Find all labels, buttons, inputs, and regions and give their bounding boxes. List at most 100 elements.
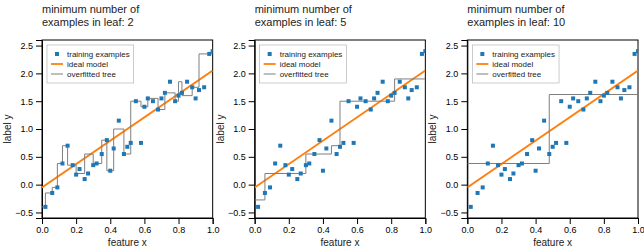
legend-label: training examples [492, 50, 555, 59]
point [542, 119, 546, 123]
point [568, 105, 572, 109]
point [496, 163, 500, 167]
tick-mark [604, 218, 605, 224]
tick-label: 0.8 [598, 225, 611, 235]
point [393, 91, 397, 95]
tick-mark [461, 46, 467, 47]
point [610, 80, 614, 84]
point [283, 163, 287, 167]
tick: 2.0 [446, 69, 468, 79]
tick: 2.5 [20, 41, 42, 51]
point [423, 49, 425, 53]
point [83, 177, 87, 181]
tick-mark [36, 212, 42, 213]
legend-item: training examples [268, 50, 343, 59]
plot: 0.00.20.40.60.81.0−0.50.00.51.01.52.02.5… [427, 40, 644, 248]
point [520, 161, 524, 165]
y-axis: −0.50.00.51.01.52.02.5 [228, 41, 255, 219]
axis-domain [468, 219, 639, 225]
point [476, 191, 480, 195]
legend: training examplesideal modeloverfitted t… [472, 45, 559, 83]
tick: 0.0 [36, 218, 49, 235]
point [71, 163, 75, 167]
point [551, 145, 555, 149]
point [163, 91, 167, 95]
series [255, 79, 426, 200]
tick: 0.4 [317, 218, 330, 235]
tick-mark [36, 101, 42, 102]
tick: 1.5 [446, 97, 468, 107]
tick-label: 1.5 [233, 97, 246, 107]
tick: 0.0 [462, 218, 475, 235]
tick: 1.0 [446, 124, 468, 134]
tick-label: 0.6 [139, 225, 152, 235]
tick: 0.4 [105, 218, 118, 235]
tick: −0.5 [441, 208, 468, 218]
point [207, 52, 211, 56]
tree-segment [140, 101, 141, 107]
line [255, 71, 426, 188]
plot: 0.00.20.40.60.81.0−0.50.00.51.01.52.02.5… [215, 40, 432, 248]
tick-mark [36, 73, 42, 74]
legend-swatch [480, 52, 484, 56]
legend-label: overfitted tree [280, 70, 329, 79]
tick-label: 0.0 [446, 180, 459, 190]
point [256, 205, 260, 209]
tree-segment [199, 54, 200, 87]
point [86, 172, 90, 176]
tick: 0.5 [233, 152, 255, 162]
legend-label: ideal model [280, 60, 321, 69]
point [602, 94, 606, 98]
point [173, 99, 177, 103]
tick-label: 0.4 [317, 225, 330, 235]
point [571, 96, 575, 100]
tick: 1.5 [233, 97, 255, 107]
point [499, 173, 503, 177]
legend-frame [47, 45, 134, 83]
point [415, 85, 419, 89]
legend-label: ideal model [67, 60, 108, 69]
plot-frame [255, 40, 426, 218]
tick-mark [638, 218, 639, 224]
point [312, 152, 316, 156]
tree-segment [84, 154, 85, 173]
point [338, 145, 342, 149]
point [636, 49, 638, 53]
tick-mark [289, 218, 290, 224]
tick: 0.6 [564, 218, 577, 235]
tree-segment [179, 81, 182, 82]
point [146, 96, 150, 100]
series [42, 71, 213, 188]
x-axis-title: feature x [321, 237, 360, 248]
point [134, 99, 138, 103]
legend-label: ideal model [492, 60, 533, 69]
tree-segment [93, 154, 94, 163]
legend-frame [260, 45, 347, 83]
tick-label: −0.5 [228, 208, 246, 218]
point [151, 99, 155, 103]
point [364, 99, 368, 103]
y-axis-title: label y [2, 115, 13, 144]
tick-mark [461, 129, 467, 130]
point [95, 161, 99, 165]
tick-mark [425, 218, 426, 224]
tick: 0.0 [20, 180, 42, 190]
point [129, 141, 133, 145]
tick-mark [461, 212, 467, 213]
point [117, 119, 121, 123]
tick: 2.5 [233, 41, 255, 51]
legend-label: overfitted tree [492, 70, 541, 79]
chart-title: minimum number ofexamples in leaf: 5 [255, 3, 353, 28]
axis-domain [461, 41, 468, 219]
tree-segment [76, 165, 77, 173]
tick: 0.0 [233, 180, 255, 190]
x-axis-title: feature x [533, 237, 572, 248]
legend-swatch [264, 74, 276, 75]
point [43, 205, 47, 209]
legend-swatch [476, 63, 488, 65]
point [406, 96, 410, 100]
legend-swatch [264, 63, 276, 65]
point [335, 152, 339, 156]
tick: 0.6 [139, 218, 152, 235]
point [299, 172, 303, 176]
